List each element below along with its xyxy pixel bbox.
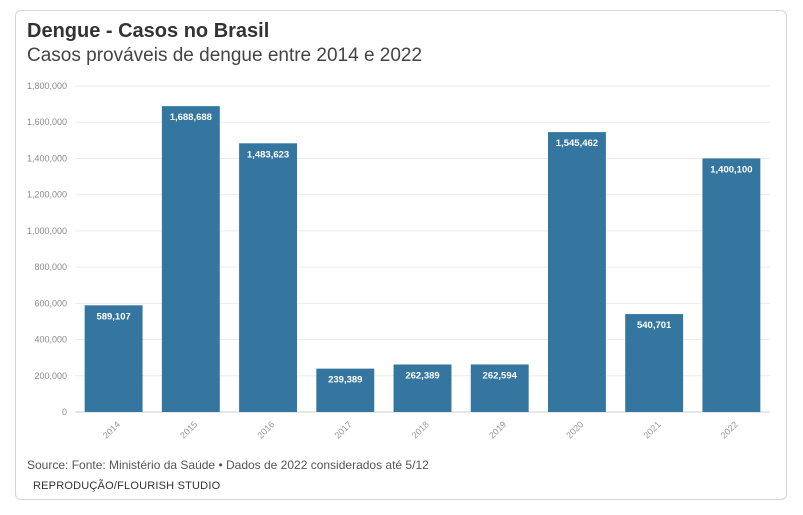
y-tick-label: 1,400,000 [27,153,67,163]
bar-2021[interactable] [625,314,684,412]
x-tick-label: 2020 [564,419,585,440]
bar-2020[interactable] [547,132,606,412]
bar-2014[interactable] [84,305,143,412]
chart-subtitle: Casos prováveis de dengue entre 2014 e 2… [27,45,423,66]
y-tick-label: 1,000,000 [27,226,67,236]
data-label: 1,400,100 [710,164,752,175]
data-label: 589,107 [96,311,130,322]
data-label: 1,483,623 [247,149,289,160]
data-label: 239,389 [328,375,362,386]
data-label: 262,594 [483,370,518,381]
chart-card [15,10,787,500]
bars: 589,107 1,688,688 1,483,623 239,389 262,389 2… [84,106,761,413]
y-tick-label: 800,000 [34,262,67,272]
y-tick-label: 400,000 [34,335,67,345]
y-tick-label: 600,000 [34,298,67,308]
chart-title: Dengue - Casos no Brasil [27,20,270,42]
x-tick-label: 2014 [101,419,122,440]
bar-2016[interactable] [239,143,298,413]
x-tick-label: 2021 [641,419,662,440]
x-axis: 2014 2015 2016 2017 2018 2019 2020 2021 2022 [101,419,740,440]
x-tick-label: 2022 [719,419,740,440]
x-tick-label: 2017 [333,419,354,440]
x-tick-label: 2019 [487,419,508,440]
bar-2018[interactable] [393,364,452,412]
source-note: Source: Fonte: Ministério da Saúde • Dad… [27,458,429,472]
data-label: 262,389 [405,370,439,381]
bar-2019[interactable] [470,364,529,412]
y-axis: 0 200,000 400,000 600,000 800,000 1,000,000 1,… [27,81,67,417]
x-tick-label: 2018 [410,419,431,440]
data-label: 540,701 [637,320,672,331]
data-label: 1,688,688 [170,112,212,123]
x-tick-label: 2015 [178,419,199,440]
bar-2022[interactable] [702,158,761,412]
y-tick-label: 200,000 [34,371,67,381]
y-tick-label: 1,600,000 [27,117,67,127]
y-tick-label: 0 [62,407,67,417]
bar-2017[interactable] [316,368,375,412]
bar-2015[interactable] [161,106,220,412]
data-label: 1,545,462 [556,138,598,149]
x-tick-label: 2016 [255,419,276,440]
y-tick-label: 1,800,000 [27,81,67,91]
image-credit: REPRODUÇÃO/FLOURISH STUDIO [33,480,221,492]
y-tick-label: 1,200,000 [27,190,67,200]
